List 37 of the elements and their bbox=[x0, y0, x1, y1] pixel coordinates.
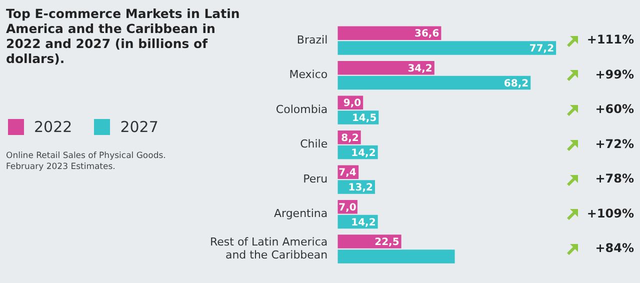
text: +99% bbox=[595, 67, 634, 82]
data-label: 68,2 bbox=[504, 78, 529, 90]
data-label: 77,2 bbox=[529, 44, 554, 55]
y-tick-label: Peru bbox=[303, 172, 328, 186]
text: +111% bbox=[586, 32, 634, 47]
data-label: 14,2 bbox=[351, 148, 376, 159]
y-tick-label: Mexico bbox=[289, 68, 328, 82]
y-tick-label: Argentina bbox=[274, 207, 328, 220]
bar bbox=[338, 26, 442, 40]
bar bbox=[338, 250, 455, 264]
text: +72% bbox=[595, 136, 634, 151]
bar bbox=[338, 41, 556, 55]
y-tick-label: Rest of Latin America and the Caribbean bbox=[210, 235, 328, 262]
y-tick-label: Brazil bbox=[296, 33, 328, 46]
text: Top E-commerce Markets in Latin America and the Caribbean in 2022 and 2027 (in billions of dollars). bbox=[6, 6, 241, 66]
data-label: 14,5 bbox=[352, 113, 377, 124]
bar bbox=[338, 76, 531, 90]
data-label: 13,2 bbox=[348, 182, 374, 194]
y-tick-label: Chile bbox=[300, 138, 328, 151]
bar bbox=[338, 60, 434, 75]
data-label: 34,2 bbox=[408, 63, 432, 74]
text: +60% bbox=[595, 102, 634, 116]
data-label: 14,2 bbox=[351, 217, 376, 228]
data-label: 8,2 bbox=[341, 132, 359, 144]
text: +78% bbox=[595, 172, 634, 186]
data-label: 9,0 bbox=[343, 98, 362, 110]
data-label: 7,4 bbox=[338, 168, 356, 179]
data-label: 7,0 bbox=[338, 202, 356, 214]
data-label: 36,6 bbox=[414, 28, 440, 40]
bar bbox=[338, 234, 402, 248]
text: +84% bbox=[595, 241, 634, 256]
text: +109% bbox=[586, 206, 634, 220]
legend-label: 2022 bbox=[34, 118, 72, 136]
data-label: 22,5 bbox=[374, 237, 400, 248]
legend-label: 2027 bbox=[120, 118, 158, 136]
y-tick-label: Colombia bbox=[276, 102, 328, 116]
text: Online Retail Sales of Physical Goods. February 2023 Estimates. bbox=[6, 151, 167, 173]
